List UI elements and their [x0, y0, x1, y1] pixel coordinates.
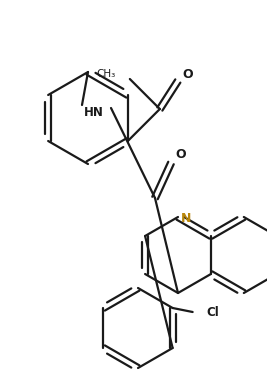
Text: O: O [175, 149, 186, 161]
Text: O: O [183, 68, 194, 82]
Text: N: N [181, 212, 191, 226]
Text: HN: HN [84, 106, 104, 118]
Text: Cl: Cl [207, 305, 219, 319]
Text: CH₃: CH₃ [97, 69, 116, 79]
